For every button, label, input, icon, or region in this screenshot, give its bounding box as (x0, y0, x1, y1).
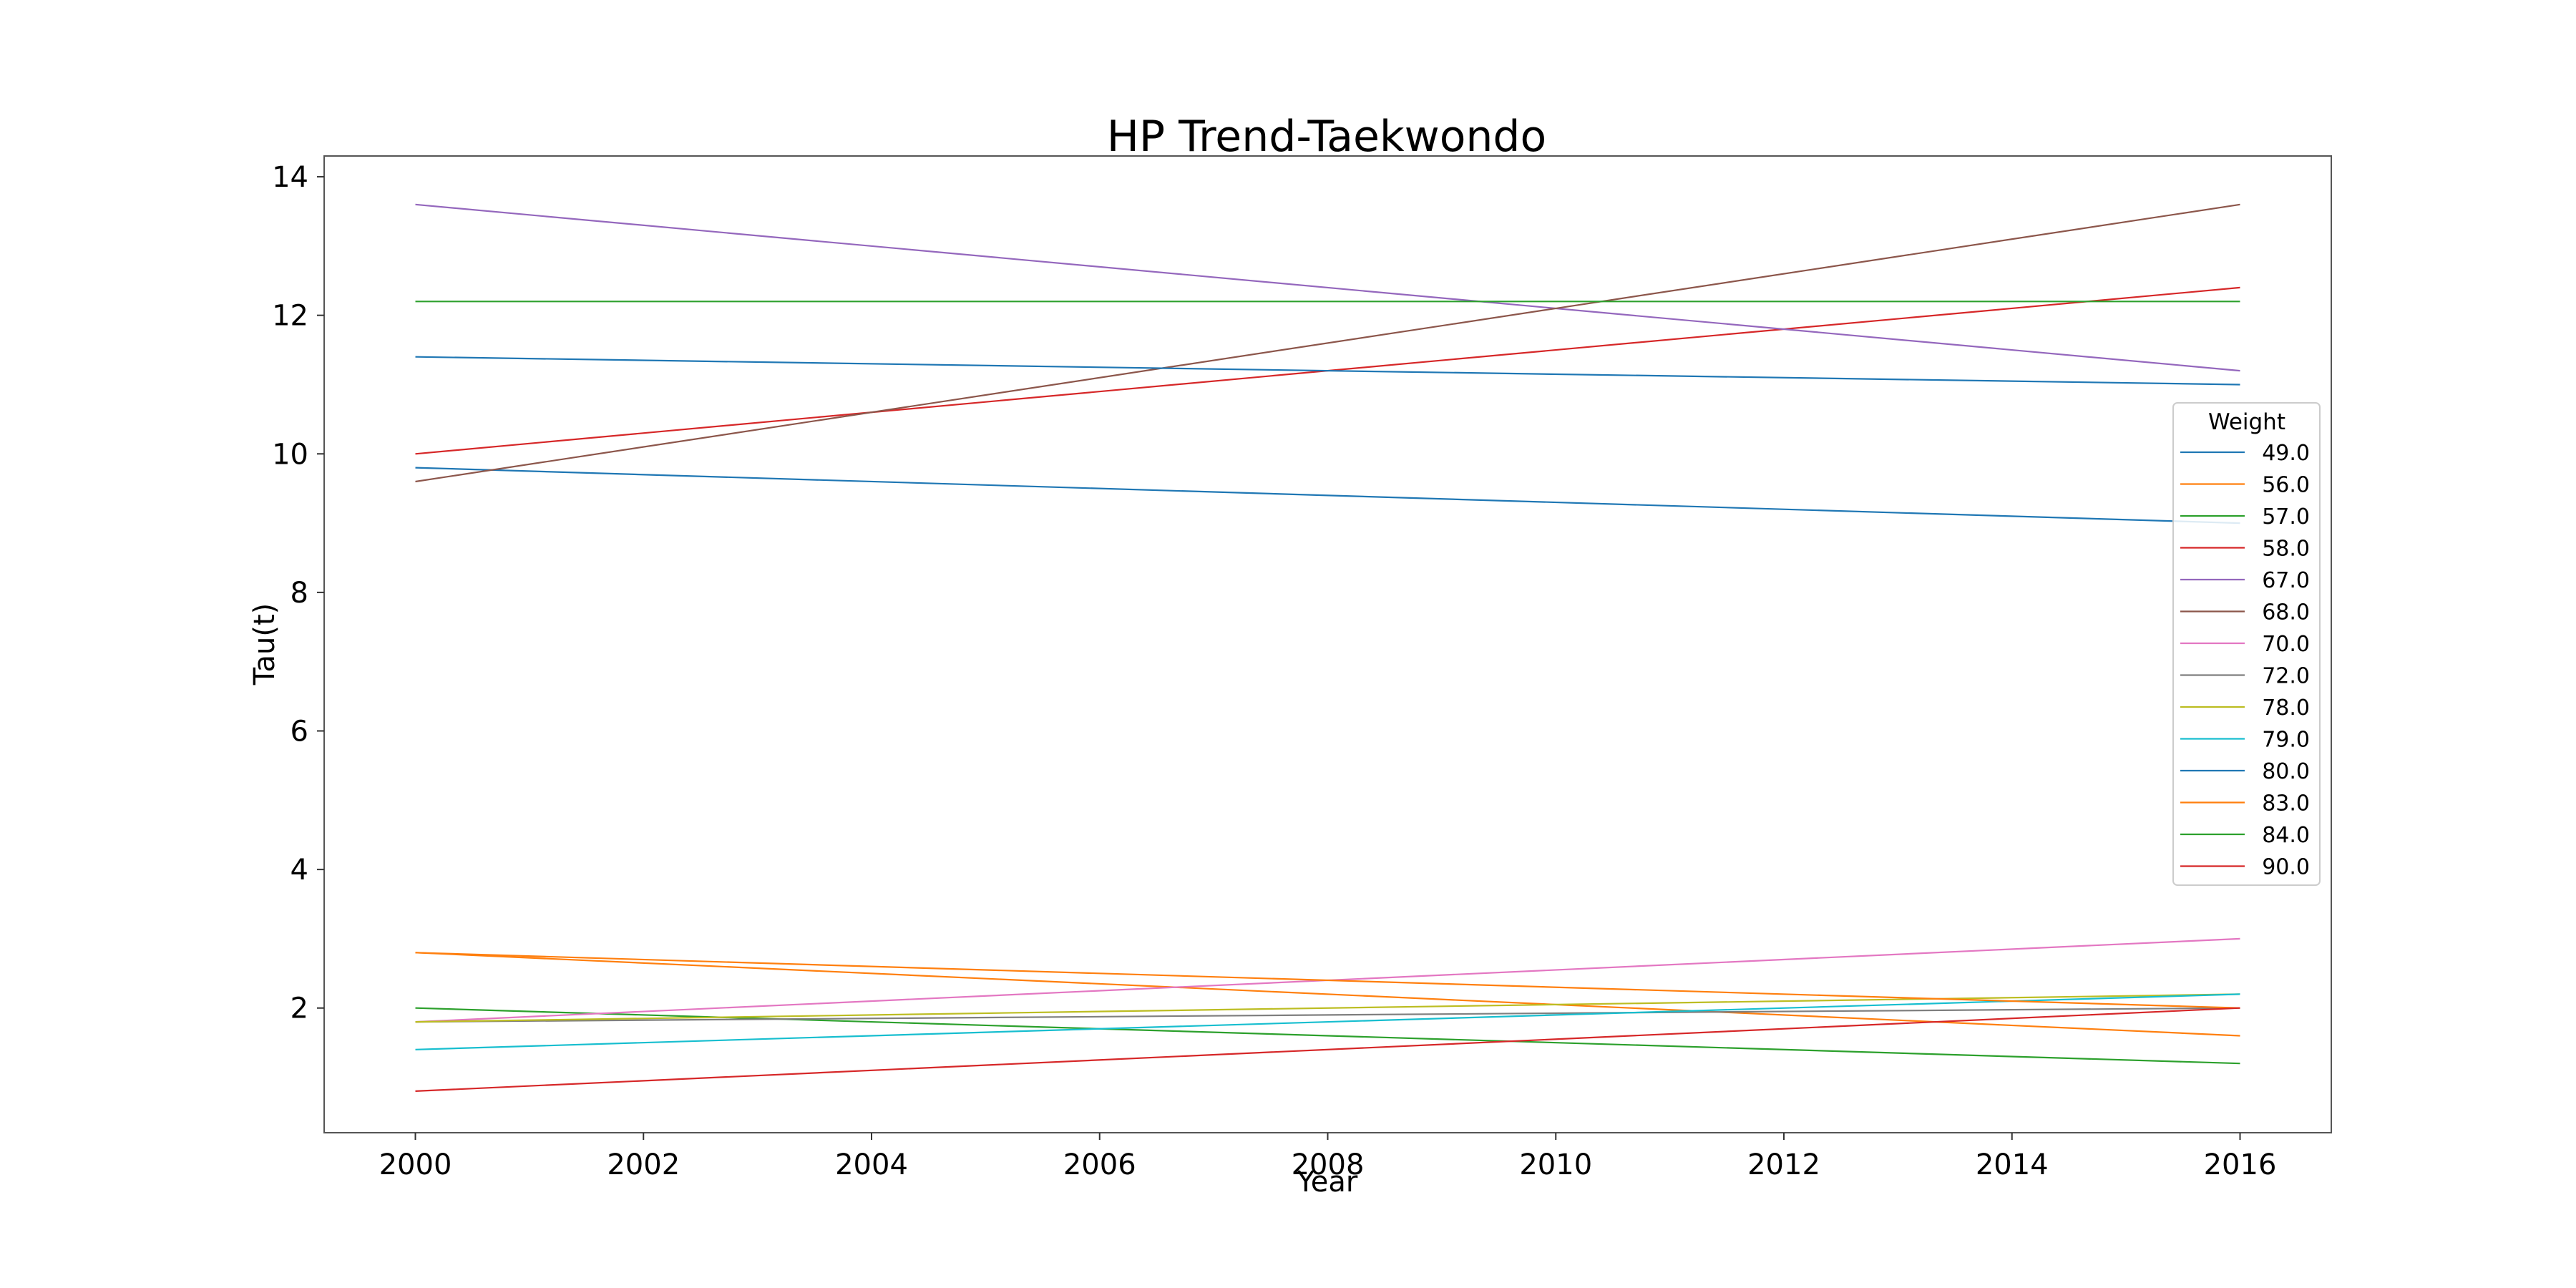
y-tick-label: 4 (291, 854, 308, 887)
chart-title: HP Trend-Taekwondo (1107, 112, 1546, 162)
legend-items: 49.0 56.0 57.0 58.0 67.0 68.0 70.0 72.0 78.0 79.0… (2180, 441, 2310, 880)
series-line-90-0 (415, 1007, 2240, 1092)
legend-label: 67.0 (2262, 568, 2310, 593)
series-layer (415, 203, 2240, 1092)
legend-title: Weight (2208, 409, 2285, 435)
x-tick-label: 2012 (1747, 1148, 1820, 1181)
series-line-67-0 (415, 203, 2240, 372)
x-tick-label: 2002 (607, 1148, 680, 1181)
legend-box (2172, 402, 2321, 886)
legend-label: 57.0 (2262, 504, 2310, 530)
x-tick-label: 2010 (1519, 1148, 1592, 1181)
legend-label: 84.0 (2262, 823, 2310, 848)
legend-label: 90.0 (2262, 855, 2310, 880)
x-tick-label: 2004 (835, 1148, 908, 1181)
y-axis: 2 4 6 8 10 12 14 (272, 161, 324, 1025)
x-tick-label: 2014 (1976, 1148, 2049, 1181)
x-axis-label: Year (1297, 1166, 1358, 1199)
series-line-79-0 (415, 993, 2240, 1050)
y-tick-label: 12 (272, 300, 308, 333)
y-tick-label: 8 (291, 577, 308, 610)
y-tick-label: 6 (291, 716, 308, 748)
y-axis-label: Tau(t) (248, 603, 281, 686)
legend: Weight 49.0 56.0 57.0 58.0 67.0 68.0 70.0 72.0 7… (2172, 402, 2321, 886)
legend-label: 58.0 (2262, 537, 2310, 562)
series-line-68-0 (415, 203, 2240, 483)
series-line-83-0 (415, 952, 2240, 1009)
legend-label: 80.0 (2262, 759, 2310, 784)
legend-label: 72.0 (2262, 664, 2310, 689)
x-tick-label: 2000 (379, 1148, 452, 1181)
y-tick-label: 14 (272, 161, 308, 194)
series-line-80-0 (415, 356, 2240, 386)
x-tick-label: 2016 (2204, 1148, 2277, 1181)
x-axis: 2000 2002 2004 2006 2008 2010 2012 2014 2016 (379, 1133, 2277, 1181)
y-tick-label: 2 (291, 992, 308, 1025)
y-tick-label: 10 (272, 438, 308, 471)
legend-label: 78.0 (2262, 696, 2310, 721)
series-line-72-0 (415, 1007, 2240, 1023)
legend-label: 83.0 (2262, 791, 2310, 816)
legend-label: 68.0 (2262, 600, 2310, 625)
legend-label: 79.0 (2262, 728, 2310, 753)
x-tick-label: 2008 (1292, 1148, 1365, 1181)
legend-label: 49.0 (2262, 441, 2310, 466)
legend-label: 56.0 (2262, 473, 2310, 498)
legend-label: 70.0 (2262, 632, 2310, 657)
x-tick-label: 2006 (1063, 1148, 1136, 1181)
series-line-49-0 (415, 467, 2240, 525)
